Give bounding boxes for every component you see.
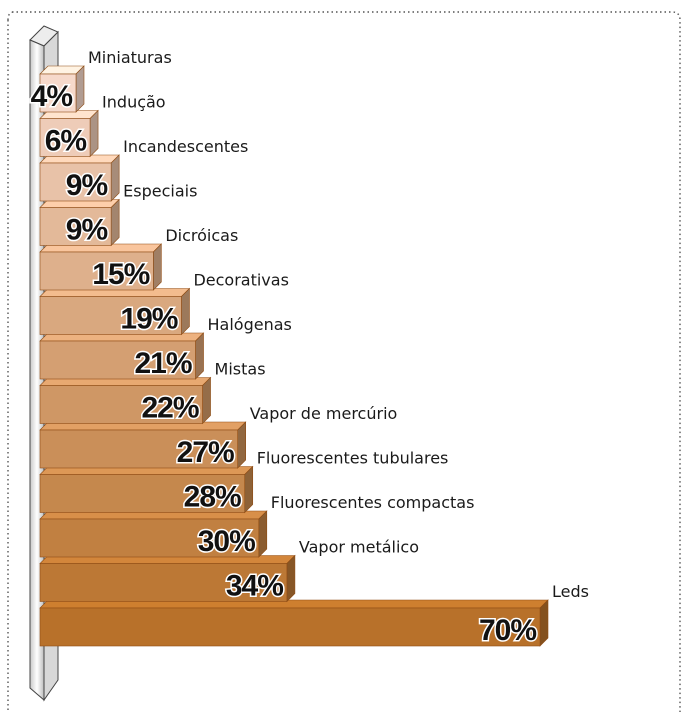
bar-halogenas xyxy=(39,332,205,380)
bar-vapor-de-mercurio xyxy=(39,421,247,469)
labels-group: 70% Leds 34% Vapor metálico 30% Fluorescentes… xyxy=(29,48,589,649)
bar-leds xyxy=(39,599,549,647)
category-label: Decorativas xyxy=(193,271,288,290)
value-label: 15% xyxy=(92,258,149,291)
bars-group xyxy=(39,65,549,647)
bar-fluorescentes-compactas xyxy=(39,510,268,558)
value-label: 4% xyxy=(31,80,73,113)
bar-inducao xyxy=(39,109,99,158)
category-label: Incandescentes xyxy=(123,137,248,156)
category-label: Indução xyxy=(102,93,166,112)
category-label: Leds xyxy=(552,582,589,601)
value-label: 30% xyxy=(198,525,255,558)
value-label: 34% xyxy=(226,570,283,603)
category-label: Dicróicas xyxy=(165,226,238,245)
value-label: 9% xyxy=(66,169,108,202)
category-label: Vapor de mercúrio xyxy=(250,404,398,423)
category-label: Fluorescentes tubulares xyxy=(257,449,449,468)
value-label: 9% xyxy=(66,214,108,247)
value-label: 19% xyxy=(120,303,177,336)
bar-especiais xyxy=(39,198,120,247)
bar-dicroicas xyxy=(39,243,163,291)
category-label: Vapor metálico xyxy=(299,538,419,557)
value-label: 21% xyxy=(134,347,191,380)
value-label: 70% xyxy=(479,614,536,647)
category-label: Halógenas xyxy=(208,315,292,334)
category-label: Mistas xyxy=(215,360,266,379)
value-label: 6% xyxy=(45,125,87,158)
category-label: Miniaturas xyxy=(88,48,172,67)
value-label: 22% xyxy=(141,392,198,425)
bar-miniaturas xyxy=(39,65,85,113)
bar-incandescentes xyxy=(39,154,120,202)
value-label: 28% xyxy=(184,481,241,514)
bar-fluorescentes-tubulares xyxy=(39,465,254,514)
value-label: 27% xyxy=(177,436,234,469)
bar-mistas xyxy=(39,376,212,425)
category-label: Especiais xyxy=(123,182,197,201)
bar-decorativas xyxy=(39,287,191,336)
category-label: Fluorescentes compactas xyxy=(271,493,475,512)
bar-vapor-metalico xyxy=(39,554,296,603)
